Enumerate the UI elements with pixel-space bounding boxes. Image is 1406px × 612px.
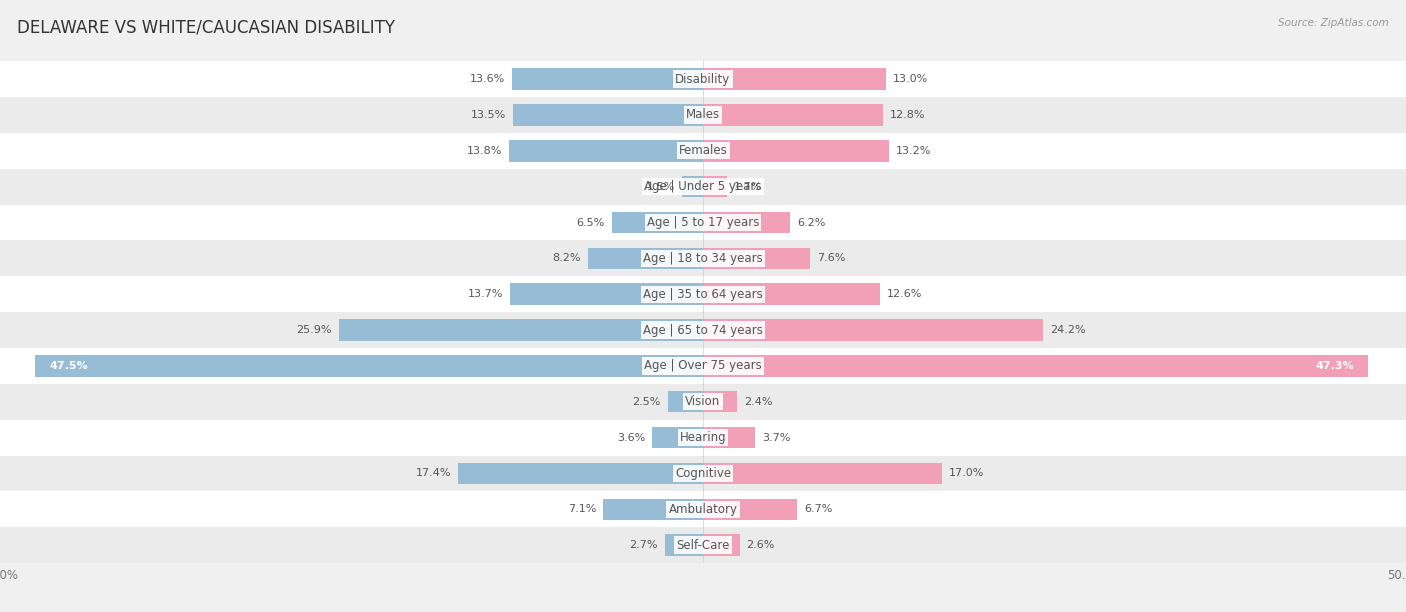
Bar: [682, 176, 703, 198]
Text: 8.2%: 8.2%: [553, 253, 581, 263]
Text: 6.5%: 6.5%: [576, 217, 605, 228]
Text: 2.4%: 2.4%: [744, 397, 772, 407]
Text: Age | 18 to 34 years: Age | 18 to 34 years: [643, 252, 763, 265]
Text: Hearing: Hearing: [679, 431, 727, 444]
Text: 13.0%: 13.0%: [893, 74, 928, 84]
Bar: [703, 140, 889, 162]
Bar: [339, 319, 703, 341]
Text: 2.5%: 2.5%: [633, 397, 661, 407]
Bar: [510, 283, 703, 305]
Text: 6.7%: 6.7%: [804, 504, 832, 514]
Bar: [0, 491, 1406, 527]
Bar: [35, 355, 703, 376]
Bar: [703, 248, 810, 269]
Bar: [668, 391, 703, 412]
Bar: [0, 61, 1406, 97]
Bar: [0, 241, 1406, 276]
Bar: [0, 420, 1406, 455]
Bar: [0, 384, 1406, 420]
Text: 1.7%: 1.7%: [734, 182, 762, 192]
Text: Age | 35 to 64 years: Age | 35 to 64 years: [643, 288, 763, 300]
Bar: [0, 204, 1406, 241]
Bar: [603, 499, 703, 520]
Text: 12.6%: 12.6%: [887, 289, 922, 299]
Bar: [0, 169, 1406, 204]
Text: 6.2%: 6.2%: [797, 217, 825, 228]
Text: 24.2%: 24.2%: [1050, 325, 1085, 335]
Text: 13.5%: 13.5%: [471, 110, 506, 120]
Bar: [703, 212, 790, 233]
Bar: [509, 140, 703, 162]
Text: Females: Females: [679, 144, 727, 157]
Text: 3.6%: 3.6%: [617, 433, 645, 442]
Bar: [512, 69, 703, 90]
Text: 13.6%: 13.6%: [470, 74, 505, 84]
Bar: [703, 534, 740, 556]
Text: 12.8%: 12.8%: [890, 110, 925, 120]
Bar: [0, 133, 1406, 169]
Bar: [0, 312, 1406, 348]
Text: 3.7%: 3.7%: [762, 433, 790, 442]
Bar: [703, 355, 1368, 376]
Bar: [703, 104, 883, 125]
Text: Age | 5 to 17 years: Age | 5 to 17 years: [647, 216, 759, 229]
Bar: [703, 427, 755, 449]
Bar: [588, 248, 703, 269]
Text: 2.7%: 2.7%: [630, 540, 658, 550]
Text: Age | Under 5 years: Age | Under 5 years: [644, 180, 762, 193]
Text: 25.9%: 25.9%: [297, 325, 332, 335]
Text: Self-Care: Self-Care: [676, 539, 730, 551]
Text: Vision: Vision: [685, 395, 721, 408]
Text: 13.2%: 13.2%: [896, 146, 931, 156]
Bar: [458, 463, 703, 484]
Text: 17.4%: 17.4%: [416, 468, 451, 479]
Text: 7.6%: 7.6%: [817, 253, 845, 263]
Text: DELAWARE VS WHITE/CAUCASIAN DISABILITY: DELAWARE VS WHITE/CAUCASIAN DISABILITY: [17, 18, 395, 36]
Bar: [665, 534, 703, 556]
Text: Age | Over 75 years: Age | Over 75 years: [644, 359, 762, 372]
Bar: [703, 391, 737, 412]
Bar: [0, 348, 1406, 384]
Text: Age | 65 to 74 years: Age | 65 to 74 years: [643, 324, 763, 337]
Text: 2.6%: 2.6%: [747, 540, 775, 550]
Bar: [612, 212, 703, 233]
Bar: [0, 97, 1406, 133]
Bar: [703, 69, 886, 90]
Bar: [513, 104, 703, 125]
Bar: [703, 319, 1043, 341]
Text: 7.1%: 7.1%: [568, 504, 596, 514]
Bar: [0, 455, 1406, 491]
Text: Males: Males: [686, 108, 720, 121]
Bar: [703, 176, 727, 198]
Text: Ambulatory: Ambulatory: [668, 503, 738, 516]
Bar: [703, 463, 942, 484]
Text: Source: ZipAtlas.com: Source: ZipAtlas.com: [1278, 18, 1389, 28]
Text: 13.8%: 13.8%: [467, 146, 502, 156]
Bar: [652, 427, 703, 449]
Bar: [0, 276, 1406, 312]
Bar: [0, 527, 1406, 563]
Text: 47.5%: 47.5%: [49, 361, 87, 371]
Text: 13.7%: 13.7%: [468, 289, 503, 299]
Text: 1.5%: 1.5%: [647, 182, 675, 192]
Text: 47.3%: 47.3%: [1316, 361, 1354, 371]
Bar: [703, 283, 880, 305]
Bar: [703, 499, 797, 520]
Text: 17.0%: 17.0%: [949, 468, 984, 479]
Text: Cognitive: Cognitive: [675, 467, 731, 480]
Text: Disability: Disability: [675, 73, 731, 86]
